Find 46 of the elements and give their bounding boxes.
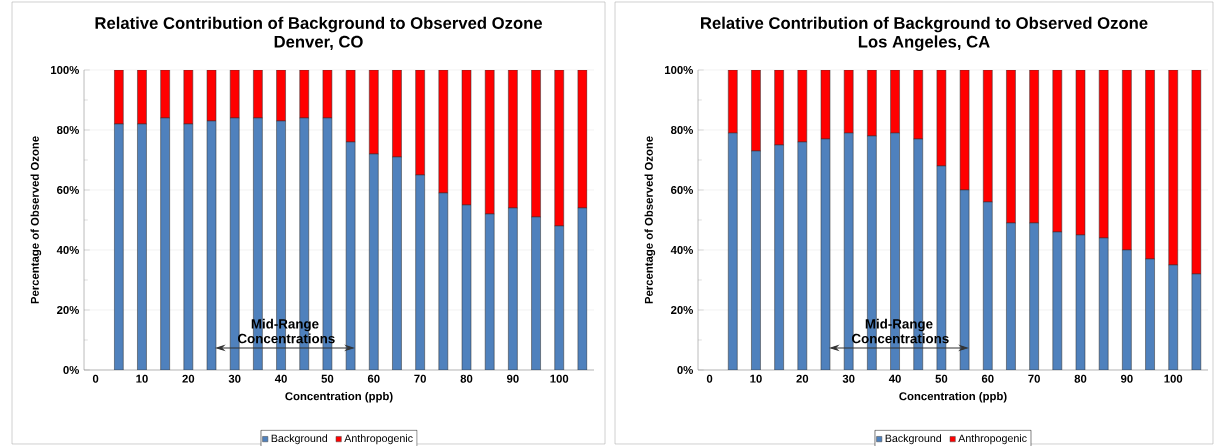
- y-tick-label: 80%: [56, 125, 80, 134]
- x-tick-label: 60: [367, 374, 380, 383]
- x-tick-label: 90: [1120, 374, 1133, 383]
- chart-title: Relative Contribution of Background to Observed Ozone: [701, 16, 1148, 33]
- x-tick-label: 100: [550, 374, 569, 383]
- chart-subtitle: Los Angeles, CA: [858, 35, 990, 51]
- legend-label: Anthropogenic: [344, 434, 413, 445]
- y-tick-label: 40%: [670, 245, 693, 254]
- x-tick-label: 100: [1164, 374, 1183, 383]
- x-tick-label: 30: [228, 374, 241, 383]
- y-tick-label: 20%: [57, 305, 80, 314]
- x-tick-label: 20: [796, 374, 809, 383]
- y-tick-label: 0%: [63, 365, 80, 374]
- x-tick-label: 60: [981, 374, 994, 383]
- x-axis-title: Concentration (ppb): [285, 391, 393, 403]
- x-tick-label: 40: [888, 374, 901, 383]
- legend-label: Background: [885, 434, 942, 445]
- y-tick-label: 20%: [671, 305, 693, 314]
- x-tick-label: 0: [706, 374, 713, 383]
- x-axis-title: Concentration (ppb): [899, 391, 1007, 403]
- x-tick-label: 0: [92, 374, 99, 383]
- chart-title: Relative Contribution of Background to Observed Ozone: [95, 16, 543, 33]
- x-tick-label: 90: [506, 374, 519, 383]
- legend-label: Anthropogenic: [958, 434, 1027, 445]
- y-tick-label: 80%: [670, 125, 693, 134]
- x-tick-label: 70: [414, 374, 426, 383]
- legend-label: Background: [271, 434, 328, 445]
- y-tick-label: 100%: [51, 65, 80, 74]
- x-tick-label: 50: [321, 374, 334, 383]
- y-tick-label: 40%: [56, 245, 80, 254]
- x-tick-label: 80: [1074, 374, 1087, 383]
- x-tick-label: 80: [460, 374, 473, 383]
- y-tick-label: 100%: [665, 65, 693, 74]
- x-tick-label: 30: [842, 374, 855, 383]
- x-tick-label: 40: [274, 374, 287, 383]
- y-axis-title: Percentage of Observed Ozone: [30, 136, 42, 304]
- x-tick-label: 50: [935, 374, 948, 383]
- x-tick-label: 10: [750, 374, 762, 383]
- x-tick-label: 10: [136, 374, 148, 383]
- y-tick-label: 0%: [677, 365, 693, 374]
- y-axis-title: Percentage of Observed Ozone: [644, 136, 656, 304]
- x-tick-label: 70: [1028, 374, 1040, 383]
- x-tick-label: 20: [182, 374, 195, 383]
- chart-subtitle: Denver, CO: [274, 35, 363, 51]
- y-tick-label: 60%: [671, 185, 693, 194]
- y-tick-label: 60%: [57, 185, 80, 194]
